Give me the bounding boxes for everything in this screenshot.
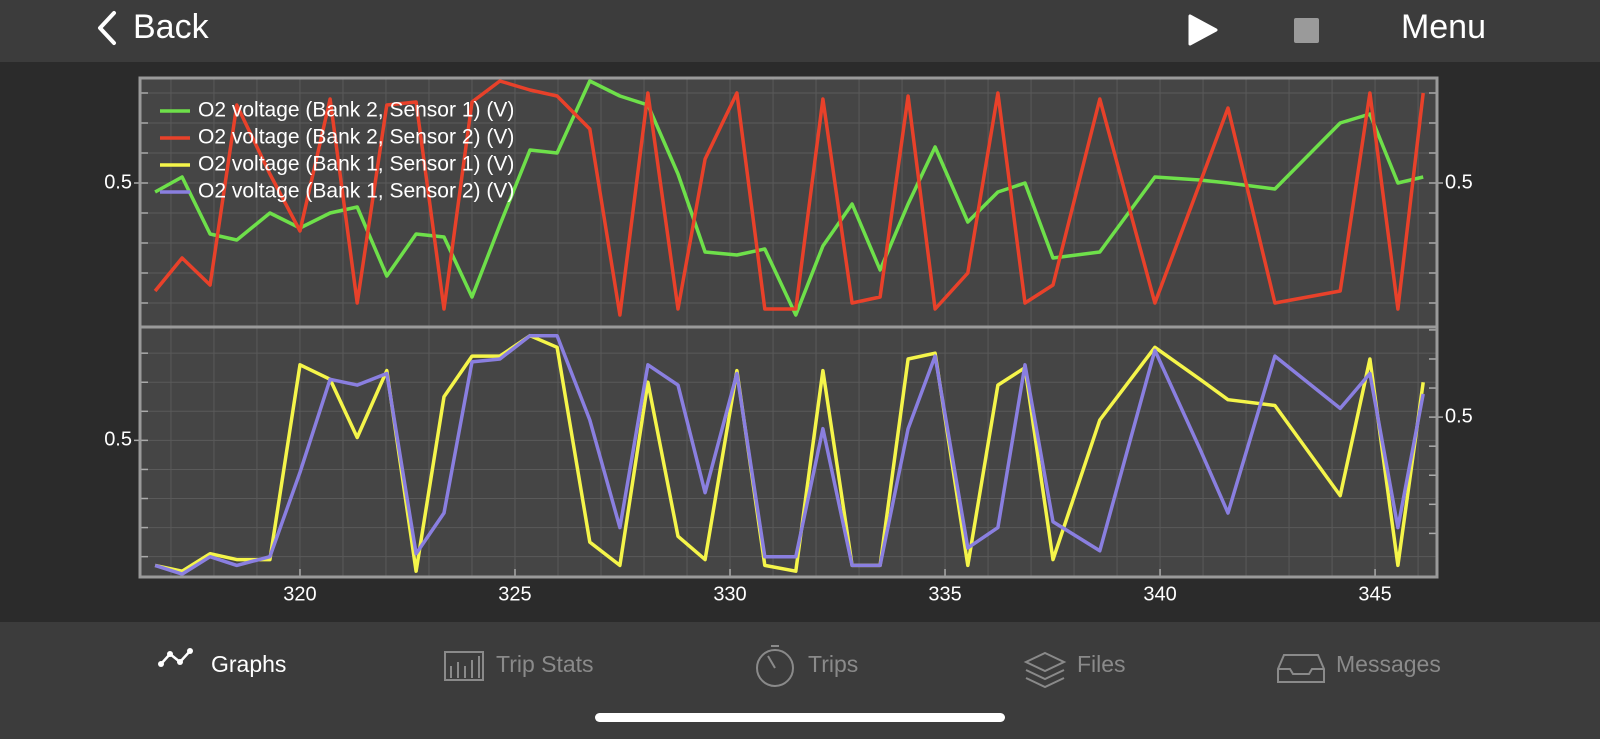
x-tick-label: 320 xyxy=(283,583,316,605)
y2-tick-label: 0.5 xyxy=(1445,171,1473,193)
back-button[interactable]: Back xyxy=(98,8,210,46)
tab-label[interactable]: Trip Stats xyxy=(496,651,594,677)
menu-button[interactable]: Menu xyxy=(1401,8,1486,46)
x-tick-label: 335 xyxy=(928,583,961,605)
series-line xyxy=(154,333,1425,576)
y2-tick-label: 0.5 xyxy=(1445,405,1473,427)
home-indicator xyxy=(595,713,1005,722)
charts: 0.5 0.5 320 325 330 335 340 345 0.5 0.5 O2 voltage… xyxy=(104,76,1473,605)
nav-bar xyxy=(0,0,1600,62)
y-tick-label: 0.5 xyxy=(104,171,132,193)
tab-icon xyxy=(1023,651,1067,689)
tab-trips[interactable]: Trips xyxy=(756,645,858,687)
tab-graphs[interactable]: Graphs xyxy=(158,648,286,677)
tab-icon-dot xyxy=(177,659,183,665)
stop-button[interactable] xyxy=(1294,18,1319,43)
legend-label: O2 voltage (Bank 2, Sensor 2) (V) xyxy=(198,126,514,149)
series-line xyxy=(154,79,1424,317)
x-tick-label: 340 xyxy=(1143,583,1176,605)
tab-icon xyxy=(767,645,779,669)
tab-icon-dot xyxy=(158,661,164,667)
x-tick-label: 345 xyxy=(1358,583,1391,605)
tab-label[interactable]: Files xyxy=(1077,651,1126,677)
tab-label[interactable]: Trips xyxy=(808,651,858,677)
x-tick-label: 325 xyxy=(498,583,531,605)
tab-files[interactable]: Files xyxy=(1023,651,1126,689)
tab-icon xyxy=(756,649,794,687)
plot-area xyxy=(140,327,1437,577)
tab-icon xyxy=(1277,654,1325,683)
tab-label[interactable]: Messages xyxy=(1336,651,1441,677)
legend-label: O2 voltage (Bank 1, Sensor 2) (V) xyxy=(198,180,514,203)
series-line xyxy=(154,333,1425,573)
back-chevron xyxy=(98,11,116,45)
tab-icon xyxy=(444,651,484,681)
series-line xyxy=(153,79,1425,317)
x-tick-label: 330 xyxy=(713,583,746,605)
tab-icon-dot xyxy=(187,648,193,654)
tab-messages[interactable]: Messages xyxy=(1277,651,1441,683)
tab-icon-dot xyxy=(167,651,173,657)
plot-border xyxy=(138,325,1439,579)
legend-label: O2 voltage (Bank 2, Sensor 1) (V) xyxy=(198,99,514,122)
back-label[interactable]: Back xyxy=(133,8,210,46)
tab-icon xyxy=(160,650,191,665)
y-tick-label: 0.5 xyxy=(104,429,132,451)
legend-label: O2 voltage (Bank 1, Sensor 1) (V) xyxy=(198,153,514,176)
tab-label[interactable]: Graphs xyxy=(211,651,286,677)
play-button[interactable] xyxy=(1188,14,1218,46)
tab-icon xyxy=(450,656,480,678)
tab-trip-stats[interactable]: Trip Stats xyxy=(444,651,594,681)
